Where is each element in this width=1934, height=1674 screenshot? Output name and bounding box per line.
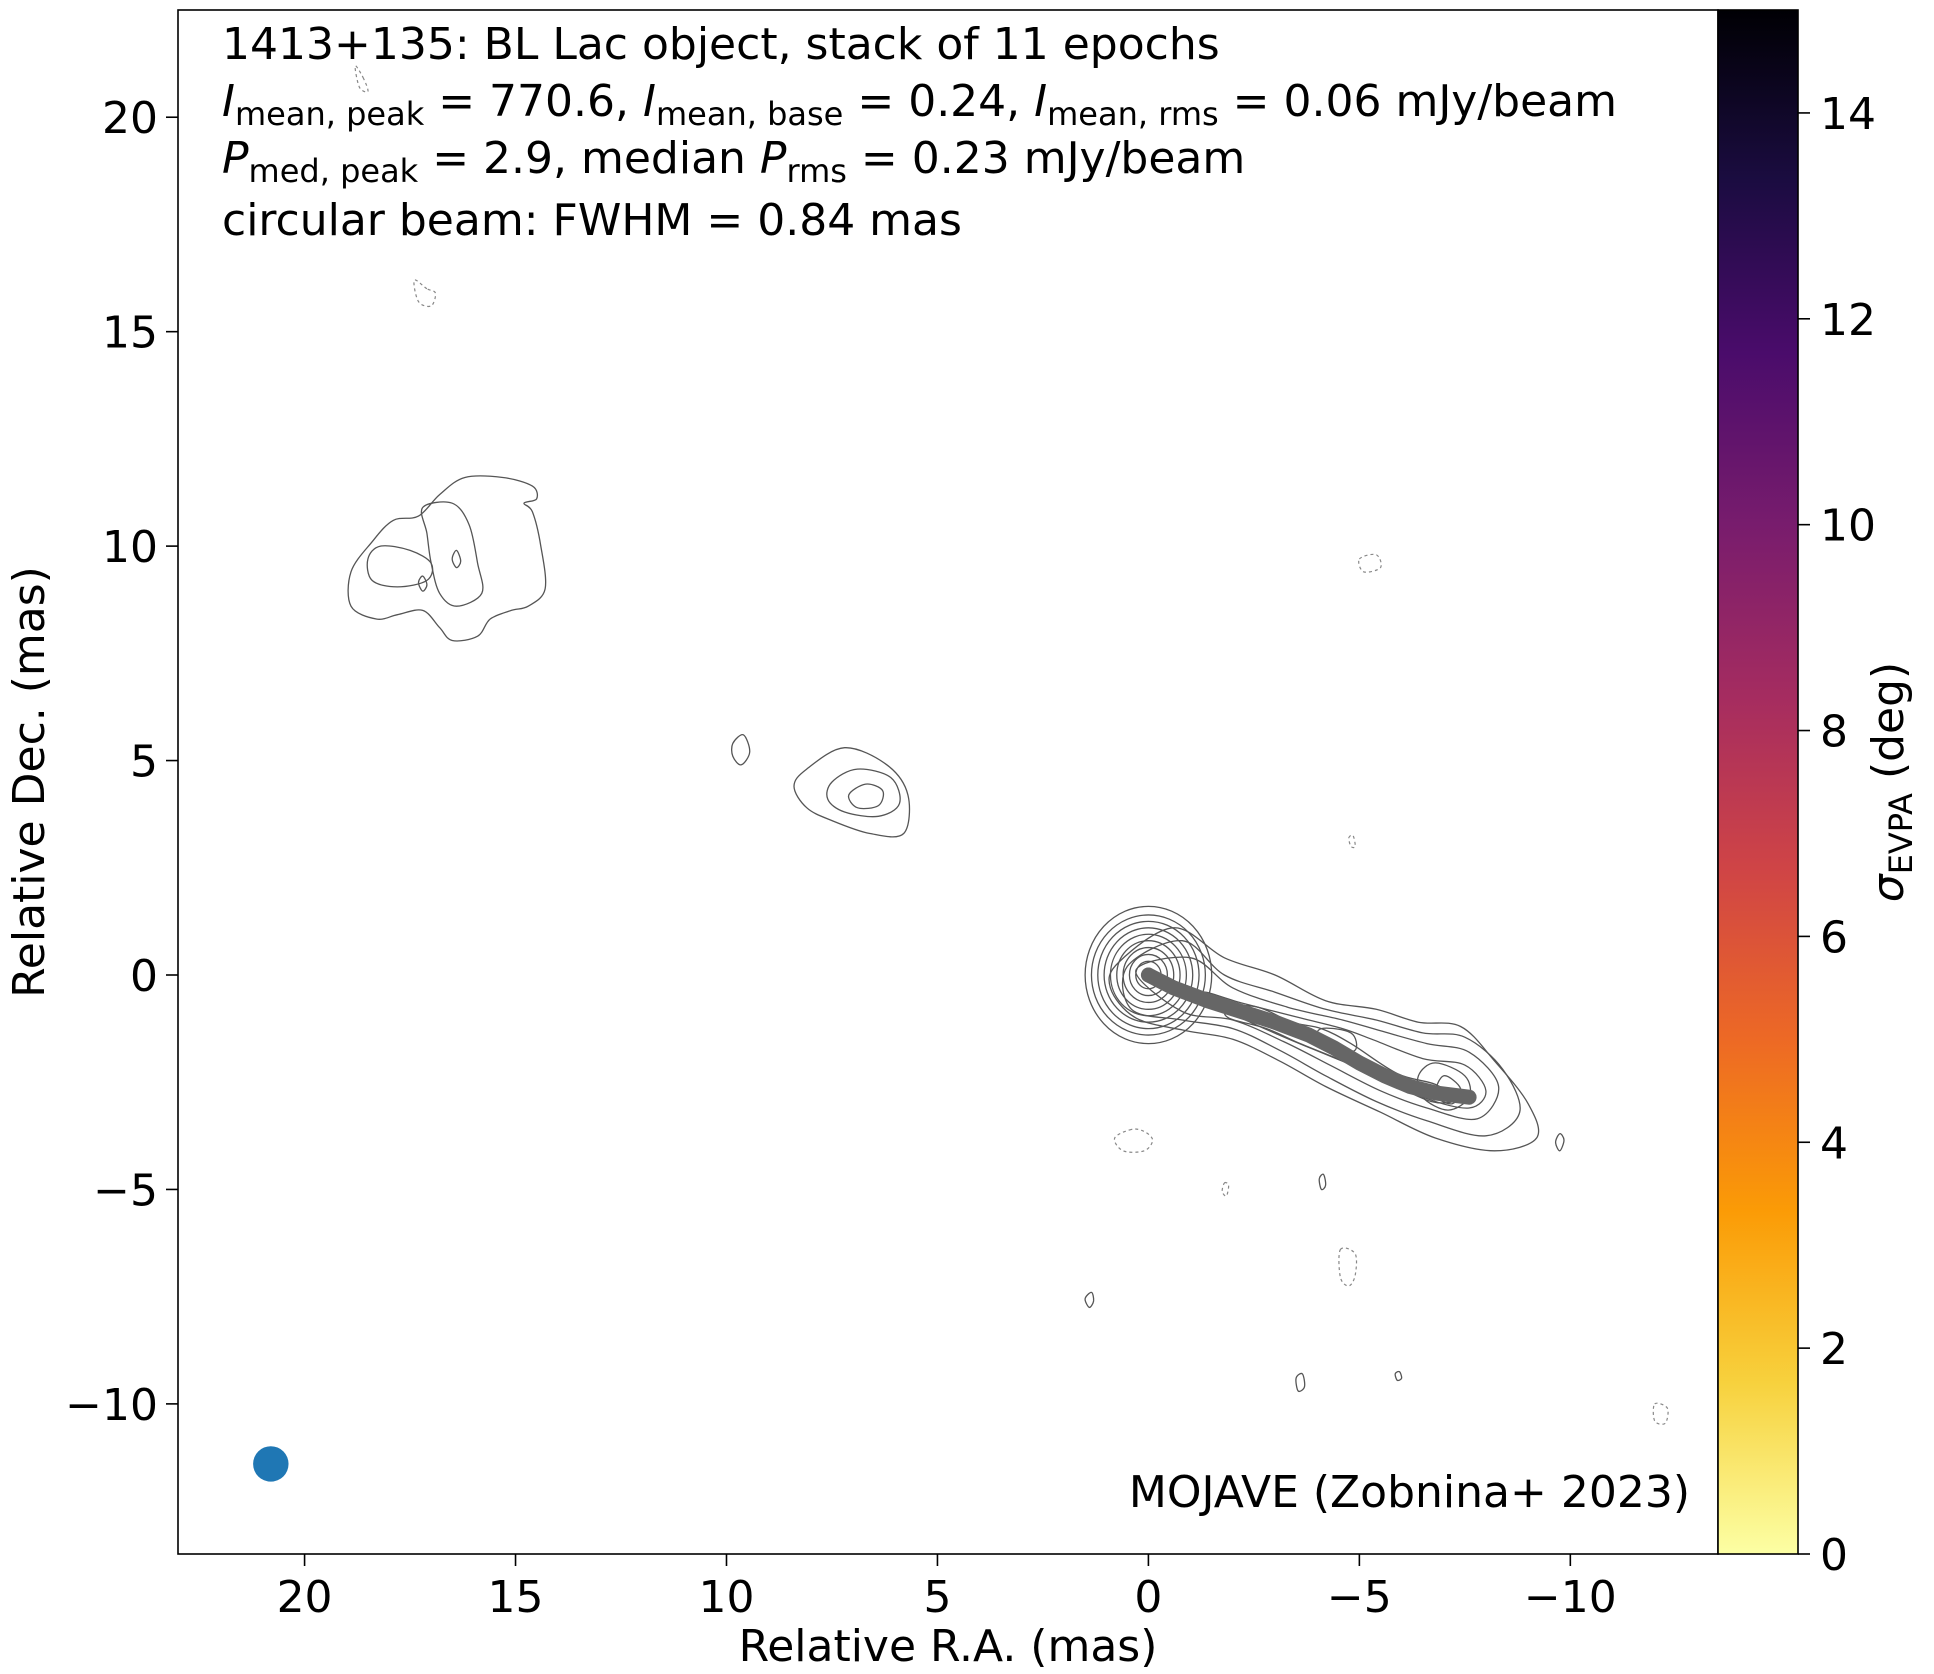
contour-line [1416, 1062, 1472, 1111]
contour-line [847, 783, 885, 810]
colorbar-tick-label: 8 [1820, 707, 1848, 758]
negative-contour [1358, 553, 1382, 573]
x-tick-label: 5 [923, 1572, 951, 1623]
annotation-layer: 1413+135: BL Lac object, stack of 11 epo… [222, 19, 1690, 1518]
x-axis: 20 15 10 5 0 −5 −10 [277, 1554, 1617, 1623]
contour-line [420, 501, 484, 607]
contour-layer [347, 65, 1669, 1425]
core-contour [1084, 905, 1213, 1045]
credit-text: MOJAVE (Zobnina+ 2023) [1129, 1467, 1690, 1518]
negative-contour [1221, 1181, 1230, 1197]
contour-line [1295, 1372, 1306, 1393]
colorbar-axis: 0 2 4 6 8 10 12 14 [1798, 89, 1876, 1581]
beam-marker [253, 1446, 289, 1482]
contour-line [1394, 1370, 1403, 1382]
colorbar [1717, 9, 1799, 1555]
contour-line [1554, 1133, 1565, 1152]
contour-line [730, 733, 751, 766]
y-tick-label: 10 [102, 522, 158, 573]
contour-line [451, 549, 462, 569]
x-tick-label: 10 [698, 1572, 754, 1623]
x-tick-label: −10 [1524, 1572, 1617, 1623]
contour-line [366, 545, 434, 588]
colorbar-tick-label: 6 [1820, 912, 1848, 963]
y-tick-label: −5 [93, 1165, 158, 1216]
core-contour [1116, 940, 1181, 1010]
negative-contour [1338, 1247, 1358, 1287]
contour-line [1318, 1173, 1327, 1191]
x-tick-label: 15 [488, 1572, 544, 1623]
colorbar-tick-label: 0 [1820, 1530, 1848, 1581]
contour-line [826, 768, 901, 818]
colorbar-label: σEVPA (deg) [1863, 662, 1920, 902]
colorbar-tick-label: 14 [1820, 89, 1876, 140]
x-tick-label: −5 [1327, 1572, 1392, 1623]
y-tick-label: 0 [130, 951, 158, 1002]
core-contour [1097, 920, 1200, 1030]
core-contour [1090, 914, 1207, 1036]
colorbar-tick-label: 4 [1820, 1118, 1848, 1169]
negative-contour [413, 279, 437, 308]
contour-line [347, 475, 547, 642]
negative-contour [1113, 1128, 1154, 1153]
y-axis-label: Relative Dec. (mas) [4, 566, 55, 998]
contour-line [1121, 940, 1521, 1137]
x-tick-label: 20 [277, 1572, 333, 1623]
contour-line [417, 575, 428, 592]
contour-line [1135, 956, 1500, 1121]
y-axis: 20 15 10 5 0 −5 −10 [65, 93, 178, 1431]
annotation-line: Imean, peak = 770.6, Imean, base = 0.24,… [222, 76, 1617, 133]
colorbar-tick-label: 10 [1820, 501, 1876, 552]
x-tick-label: 0 [1134, 1572, 1162, 1623]
contour-line [1084, 1291, 1095, 1309]
colorbar-tick-label: 2 [1820, 1324, 1848, 1375]
plot-area [178, 10, 1718, 1554]
ridge-layer [1140, 967, 1477, 1105]
y-tick-label: −10 [65, 1380, 158, 1431]
annotation-line: 1413+135: BL Lac object, stack of 11 epo… [222, 19, 1220, 70]
y-tick-label: 20 [102, 93, 158, 144]
y-tick-label: 15 [102, 308, 158, 359]
y-tick-label: 5 [130, 737, 158, 788]
x-axis-label: Relative R.A. (mas) [739, 1621, 1158, 1672]
ridge-line [1140, 967, 1477, 1105]
negative-contour [354, 65, 369, 93]
beam-layer [253, 1446, 289, 1482]
contour-line [1108, 927, 1540, 1152]
core-contour [1128, 953, 1169, 997]
colorbar-tick-label: 12 [1820, 295, 1876, 346]
contour-line [793, 747, 911, 838]
annotation-line: circular beam: FWHM = 0.84 mas [222, 195, 962, 246]
annotation-line: Pmed, peak = 2.9, median Prms = 0.23 mJy… [222, 133, 1245, 190]
